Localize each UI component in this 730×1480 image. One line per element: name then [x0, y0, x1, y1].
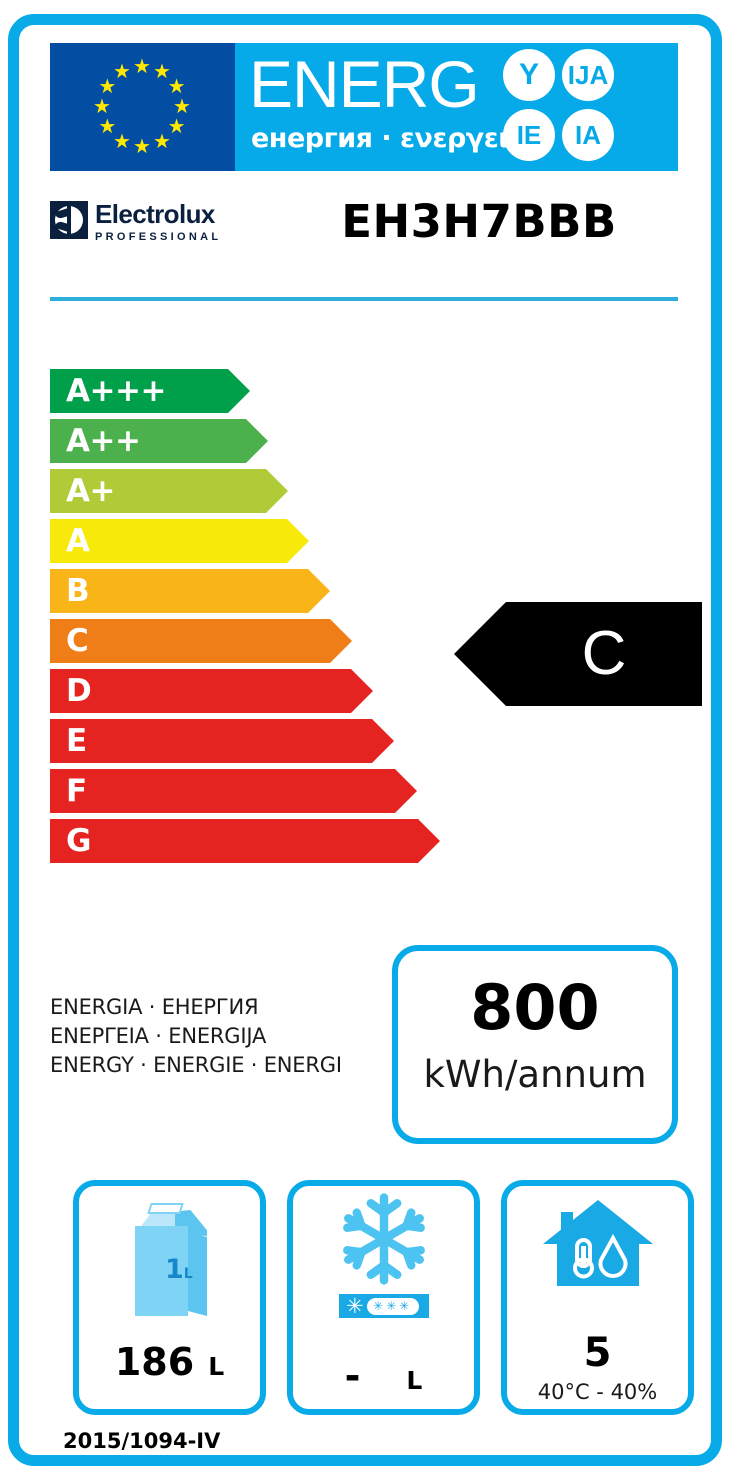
- electrolux-tagline: PROFESSIONAL: [95, 231, 222, 243]
- annual-consumption-unit: kWh/annum: [423, 1053, 647, 1096]
- energy-grade-arrow-aplusplus: A++: [50, 419, 268, 463]
- energy-word-line-3: ENERGY · ENERGIE · ENERGI: [50, 1053, 342, 1077]
- energy-grade-label: A++: [66, 423, 141, 459]
- freezer-volume-readout: -L: [293, 1356, 474, 1401]
- fridge-volume-readout: 186 L: [79, 1342, 260, 1387]
- energy-grade-row: C: [50, 619, 450, 663]
- energy-grade-arrow-aplusplusplus: A+++: [50, 369, 250, 413]
- fridge-volume-box: 1L 186 L: [73, 1180, 266, 1415]
- energy-multilingual-words: ENERGIA · ЕНЕРГИЯ ΕΝΕΡΓΕΙΑ · ENERGIJA EN…: [50, 993, 342, 1080]
- house-climate-icon: [543, 1200, 653, 1286]
- snowflake-icon: [343, 1193, 425, 1285]
- energy-class-scale: A+++ A++ A+ A B C D E F G: [50, 369, 450, 869]
- energ-banner: ENERG енергия · ενεργεια Y IJA IE IA: [235, 43, 678, 171]
- energy-label-frame: ★ ★ ★ ★ ★ ★ ★ ★ ★ ★ ★ ★ ENERG енергия · ενεργεια Y …: [8, 14, 722, 1466]
- energy-grade-label: G: [66, 823, 91, 859]
- energy-grade-row: B: [50, 569, 450, 613]
- suffix-circle-ie: IE: [503, 109, 555, 161]
- climate-class-range: 40°C - 40%: [537, 1380, 658, 1404]
- energy-grade-row: F: [50, 769, 450, 813]
- regulation-reference: 2015/1094-IV: [63, 1429, 221, 1453]
- header-divider: [50, 297, 678, 301]
- energy-grade-label: E: [66, 723, 87, 759]
- milk-carton-label: 1L: [165, 1254, 193, 1285]
- freezer-badge-big-star: ✳: [346, 1293, 364, 1318]
- energy-grade-label: A+++: [66, 373, 166, 409]
- energy-grade-label: F: [66, 773, 87, 809]
- suffix-circle-ija: IJA: [562, 49, 614, 101]
- energ-wordmark: ENERG: [249, 47, 480, 121]
- energy-class-rating-arrow: C: [454, 602, 702, 706]
- climate-class-value: 5: [583, 1330, 612, 1376]
- energy-grade-arrow-aplus: A+: [50, 469, 288, 513]
- freezer-badge-small-stars: ✳✳✳: [366, 1297, 419, 1315]
- energy-grade-label: C: [66, 623, 89, 659]
- model-name: EH3H7BBB: [341, 195, 617, 248]
- annual-consumption-box: 800 kWh/annum: [392, 945, 678, 1144]
- energy-grade-row: E: [50, 719, 450, 763]
- climate-class-box: 5 40°C - 40%: [501, 1180, 694, 1415]
- freezer-star-rating-badge: ✳ ✳✳✳: [339, 1294, 429, 1318]
- energy-grade-label: B: [66, 573, 90, 609]
- freezer-volume-value: -: [344, 1354, 361, 1398]
- energy-grade-arrow-e: E: [50, 719, 394, 763]
- label-header: ★ ★ ★ ★ ★ ★ ★ ★ ★ ★ ★ ★ ENERG енергия · ενεργεια Y …: [50, 43, 678, 171]
- energy-grade-row: D: [50, 669, 450, 713]
- energy-grade-row: A+++: [50, 369, 450, 413]
- fridge-volume-value: 186: [114, 1340, 195, 1384]
- european-union-flag: ★ ★ ★ ★ ★ ★ ★ ★ ★ ★ ★ ★: [50, 43, 235, 171]
- energy-grade-arrow-d: D: [50, 669, 373, 713]
- suffix-circle-y: Y: [503, 49, 555, 101]
- energy-grade-arrow-a: A: [50, 519, 309, 563]
- brand-and-model-row: Electrolux PROFESSIONAL EH3H7BBB: [50, 185, 678, 267]
- electrolux-logo: Electrolux PROFESSIONAL: [50, 201, 221, 244]
- fridge-volume-unit: L: [208, 1352, 225, 1381]
- freezer-volume-box: ✳ ✳✳✳ -L: [287, 1180, 480, 1415]
- energy-grade-arrow-g: G: [50, 819, 440, 863]
- climate-graphic: [507, 1186, 688, 1338]
- energy-grade-arrow-f: F: [50, 769, 417, 813]
- energy-word-line-2: ΕΝΕΡΓΕΙΑ · ENERGIJA: [50, 1024, 267, 1048]
- energy-grade-arrow-b: B: [50, 569, 330, 613]
- energy-grade-row: G: [50, 819, 450, 863]
- electrolux-wordmark: Electrolux: [95, 199, 215, 229]
- freezer-volume-unit: L: [406, 1366, 423, 1395]
- freezer-graphic: ✳ ✳✳✳: [293, 1186, 474, 1338]
- fridge-graphic: 1L: [79, 1186, 260, 1338]
- energy-grade-label: A: [66, 523, 90, 559]
- suffix-circle-ia: IA: [562, 109, 614, 161]
- energy-grade-label: D: [66, 673, 92, 709]
- electrolux-mark-icon: [50, 201, 88, 239]
- energy-grade-row: A++: [50, 419, 450, 463]
- energy-grade-arrow-c: C: [50, 619, 352, 663]
- energy-grade-label: A+: [66, 473, 115, 509]
- energy-grade-row: A: [50, 519, 450, 563]
- energy-word-line-1: ENERGIA · ЕНЕРГИЯ: [50, 995, 259, 1019]
- annual-consumption-value: 800: [470, 971, 600, 1044]
- energy-grade-row: A+: [50, 469, 450, 513]
- energ-subtitle: енергия · ενεργεια: [251, 123, 527, 154]
- energy-class-rating-letter: C: [581, 619, 627, 688]
